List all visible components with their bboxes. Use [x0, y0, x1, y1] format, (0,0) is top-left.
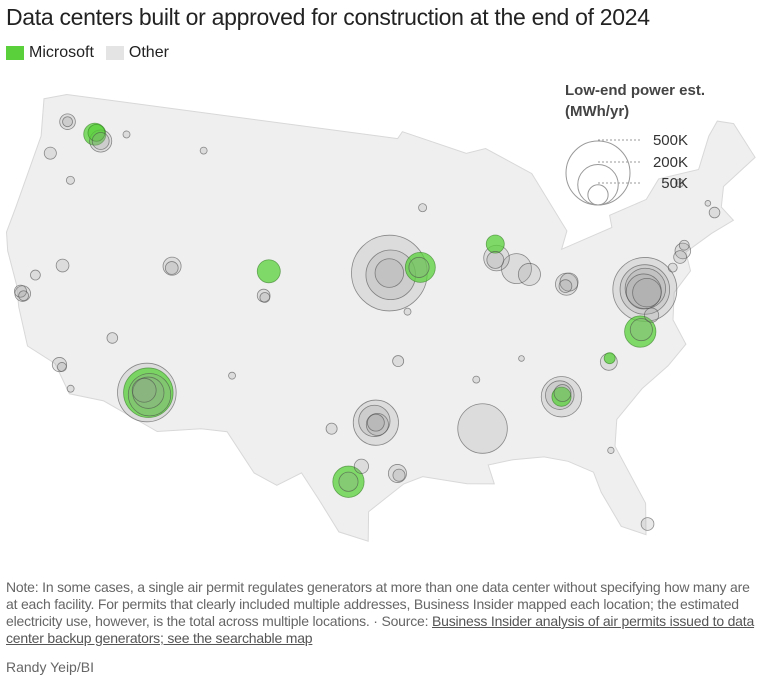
other-data-center-bubble[interactable] — [30, 269, 41, 281]
other-data-center-bubble[interactable] — [66, 384, 75, 393]
microsoft-data-center-bubble[interactable] — [551, 386, 572, 407]
legend-item-microsoft: Microsoft — [6, 44, 94, 62]
other-data-center-bubble[interactable] — [607, 446, 615, 454]
credit: Randy Yeip/BI — [6, 659, 94, 675]
size-legend-circle — [587, 184, 609, 206]
other-data-center-bubble[interactable] — [644, 307, 660, 323]
other-data-center-bubble[interactable] — [553, 384, 572, 402]
note: Note: In some cases, a single air permit… — [6, 579, 758, 647]
other-data-center-bubble[interactable] — [91, 132, 110, 150]
microsoft-data-center-bubble[interactable] — [332, 465, 365, 498]
us-map: 500K 200K 50K — [5, 93, 756, 542]
other-data-center-bubble[interactable] — [675, 178, 685, 188]
source-link[interactable]: Business Insider analysis of air permits… — [6, 613, 755, 646]
other-data-center-bubble[interactable] — [486, 251, 505, 269]
microsoft-data-center-bubble[interactable] — [256, 259, 281, 284]
other-data-center-bubble[interactable] — [57, 362, 67, 372]
other-data-center-bubble[interactable] — [708, 206, 721, 219]
other-data-center-bubble[interactable] — [704, 200, 712, 207]
other-data-center-bubble[interactable] — [131, 377, 157, 403]
other-data-center-bubble[interactable] — [106, 332, 119, 344]
other-data-center-bubble[interactable] — [55, 258, 70, 273]
other-data-center-bubble[interactable] — [558, 279, 573, 293]
microsoft-swatch — [6, 46, 24, 60]
other-data-center-bubble[interactable] — [199, 146, 208, 155]
other-data-center-bubble[interactable] — [259, 292, 271, 303]
other-data-center-bubble[interactable] — [164, 261, 179, 275]
other-data-center-bubble[interactable] — [392, 468, 406, 482]
microsoft-data-center-bubble[interactable] — [87, 123, 106, 142]
other-data-center-bubble[interactable] — [374, 258, 405, 288]
microsoft-data-center-bubble[interactable] — [624, 315, 657, 348]
other-data-center-bubble[interactable] — [392, 355, 405, 368]
other-data-center-bubble[interactable] — [418, 203, 428, 213]
other-data-center-bubble[interactable] — [678, 239, 690, 251]
other-data-center-bubble[interactable] — [43, 146, 57, 160]
other-data-center-bubble[interactable] — [632, 277, 662, 308]
chart-title: Data centers built or approved for const… — [6, 4, 650, 30]
other-data-center-bubble[interactable] — [62, 116, 73, 128]
size-legend-label: 500K — [653, 132, 688, 149]
other-data-center-bubble[interactable] — [325, 422, 338, 435]
other-data-center-bubble[interactable] — [353, 458, 369, 474]
other-data-center-bubble[interactable] — [629, 318, 653, 342]
size-legend-label: 200K — [653, 154, 688, 171]
size-legend-circle — [565, 140, 631, 206]
other-data-center-bubble[interactable] — [18, 290, 29, 302]
other-data-center-bubble[interactable] — [228, 371, 236, 380]
other-data-center-bubble[interactable] — [122, 130, 131, 139]
other-data-center-bubble[interactable] — [13, 284, 27, 298]
other-data-center-bubble[interactable] — [387, 464, 407, 483]
other-data-center-bubble[interactable] — [640, 517, 655, 531]
other-data-center-bubble[interactable] — [65, 175, 75, 185]
legend-label: Other — [128, 44, 169, 61]
microsoft-data-center-bubble[interactable] — [603, 352, 616, 365]
other-data-center-bubble[interactable] — [667, 262, 678, 273]
other-data-center-bubble[interactable] — [457, 403, 508, 454]
other-data-center-bubble[interactable] — [403, 307, 412, 316]
other-data-center-bubble[interactable] — [338, 471, 359, 492]
other-data-center-bubble[interactable] — [518, 355, 525, 362]
other-data-center-bubble[interactable] — [472, 375, 481, 384]
microsoft-data-center-bubble[interactable] — [485, 234, 505, 254]
other-data-center-bubble[interactable] — [367, 413, 385, 432]
size-legend-title: Low-end power est. (MWh/yr) — [565, 80, 705, 122]
other-data-center-bubble[interactable] — [408, 256, 430, 278]
other-swatch — [105, 46, 124, 60]
color-legend: Microsoft Other — [6, 44, 169, 62]
other-data-center-bubble[interactable] — [162, 256, 182, 276]
legend-item-other: Other — [105, 44, 169, 62]
us-land — [5, 93, 756, 542]
legend-label: Microsoft — [29, 44, 94, 61]
other-data-center-bubble[interactable] — [51, 357, 68, 373]
other-data-center-bubble[interactable] — [59, 113, 76, 130]
size-legend-title-line2: (MWh/yr) — [565, 103, 630, 120]
size-legend-title-line1: Low-end power est. — [565, 82, 706, 99]
note-text: Note: In some cases, a single air permit… — [6, 579, 750, 629]
other-data-center-bubble[interactable] — [517, 262, 541, 286]
microsoft-data-center-bubble[interactable] — [123, 367, 174, 418]
size-legend-label: 50K — [661, 175, 688, 192]
other-data-center-bubble[interactable] — [673, 250, 687, 264]
